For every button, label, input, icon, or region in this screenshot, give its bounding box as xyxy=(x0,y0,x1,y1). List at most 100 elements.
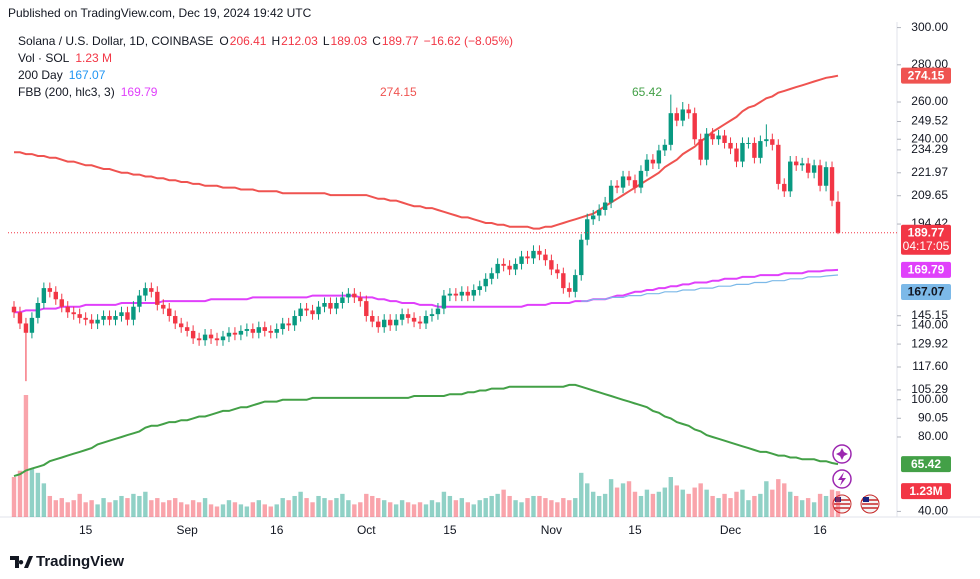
flag-canton xyxy=(863,497,869,502)
candle-body xyxy=(125,312,130,320)
volume-bar xyxy=(638,495,644,517)
candle-body xyxy=(507,265,512,270)
price-badge-bg xyxy=(901,224,951,255)
volume-bar xyxy=(358,502,363,517)
volume-bar xyxy=(173,498,178,517)
candle-body xyxy=(644,159,650,171)
volume-bar xyxy=(734,491,739,517)
candle-body xyxy=(495,263,500,274)
indicator-line xyxy=(13,383,839,478)
volume-bar xyxy=(322,498,327,517)
volume-bar xyxy=(501,489,506,517)
candle-body xyxy=(101,316,106,320)
legend-letter: L xyxy=(323,34,330,48)
volume-bar xyxy=(674,485,679,517)
candle-body xyxy=(746,142,751,144)
candle-body xyxy=(459,291,465,296)
volume-bar xyxy=(77,493,82,517)
volume-bar xyxy=(41,483,47,517)
candle-body xyxy=(692,113,697,140)
volume-bar xyxy=(483,498,488,517)
candle-body xyxy=(340,297,345,303)
volume-bar xyxy=(555,502,560,517)
candle-body xyxy=(680,109,685,121)
volume-bar xyxy=(113,500,118,517)
volume-bar xyxy=(650,493,656,517)
volume-bar xyxy=(196,502,202,517)
candle-body xyxy=(555,269,560,274)
candle-body xyxy=(411,317,417,322)
icon xyxy=(838,472,846,486)
legend-letter: O xyxy=(219,34,228,48)
candle-body xyxy=(501,263,506,266)
volume-bar xyxy=(543,498,548,517)
candle-body xyxy=(41,288,47,303)
volume-bar xyxy=(423,504,429,517)
candle-body xyxy=(423,316,429,324)
candle-body xyxy=(698,139,703,160)
volume-bar xyxy=(620,483,626,517)
candle-body xyxy=(447,293,453,296)
candle-body xyxy=(107,316,112,320)
volume-bar xyxy=(71,500,76,517)
y-tick-label: 240.00 xyxy=(911,131,948,145)
volume-bar xyxy=(334,498,339,517)
candle-body xyxy=(238,330,244,335)
volume-bar xyxy=(567,500,572,517)
volume-bar xyxy=(220,504,226,517)
candle-body xyxy=(280,323,285,330)
volume-bar xyxy=(244,506,250,517)
x-tick-label: Sep xyxy=(176,523,198,537)
candle-body xyxy=(471,289,476,296)
volume-bar xyxy=(143,491,148,517)
volume-bar xyxy=(161,502,166,517)
legend-letter: H xyxy=(271,34,280,48)
volume-bar xyxy=(447,495,453,517)
volume-bar xyxy=(817,493,823,517)
candle-body xyxy=(614,185,620,188)
logo-mark xyxy=(10,556,33,568)
volume-bar xyxy=(387,502,393,517)
volume-bar xyxy=(686,493,691,517)
candle-body xyxy=(596,209,602,216)
volume-bar xyxy=(435,502,441,517)
candle-body xyxy=(208,334,214,339)
published-header: Published on TradingView.com, Dec 19, 20… xyxy=(8,6,312,20)
candle-body xyxy=(83,317,88,320)
flag-stripes xyxy=(834,499,878,509)
volume-bar xyxy=(716,498,721,517)
volume-bar xyxy=(250,502,256,517)
candle-body xyxy=(799,163,805,166)
volume-bar xyxy=(95,504,100,517)
candle-body xyxy=(23,323,29,333)
candle-body xyxy=(399,314,405,320)
volume-badge: 1.23M xyxy=(909,484,942,498)
volume-bar xyxy=(453,500,459,517)
legend-value: 189.77 xyxy=(382,34,419,48)
volume-bar xyxy=(680,489,685,517)
volume-bar xyxy=(829,489,835,517)
volume-bar xyxy=(531,495,536,517)
volume-bar xyxy=(23,395,29,517)
candle-body xyxy=(226,332,232,337)
candle-body xyxy=(608,185,614,203)
basis-badge: 169.79 xyxy=(908,263,945,277)
volume-bar xyxy=(83,502,88,517)
candle-body xyxy=(310,310,315,315)
candle-body xyxy=(549,260,554,270)
candle-body xyxy=(387,319,393,326)
volume-bar xyxy=(125,498,130,517)
candle-body xyxy=(113,316,118,320)
candle-body xyxy=(11,306,17,313)
volume-bar xyxy=(417,502,423,517)
y-tick-label: 40.00 xyxy=(918,504,948,518)
candle-body xyxy=(429,314,435,317)
candle-body xyxy=(334,302,339,309)
candle-body xyxy=(256,327,262,333)
volume-bar xyxy=(429,500,435,517)
volume-layer xyxy=(11,395,841,517)
volume-bar xyxy=(190,500,196,517)
volume-bar xyxy=(573,498,578,517)
legend-volume-value: 1.23 M xyxy=(75,51,112,65)
